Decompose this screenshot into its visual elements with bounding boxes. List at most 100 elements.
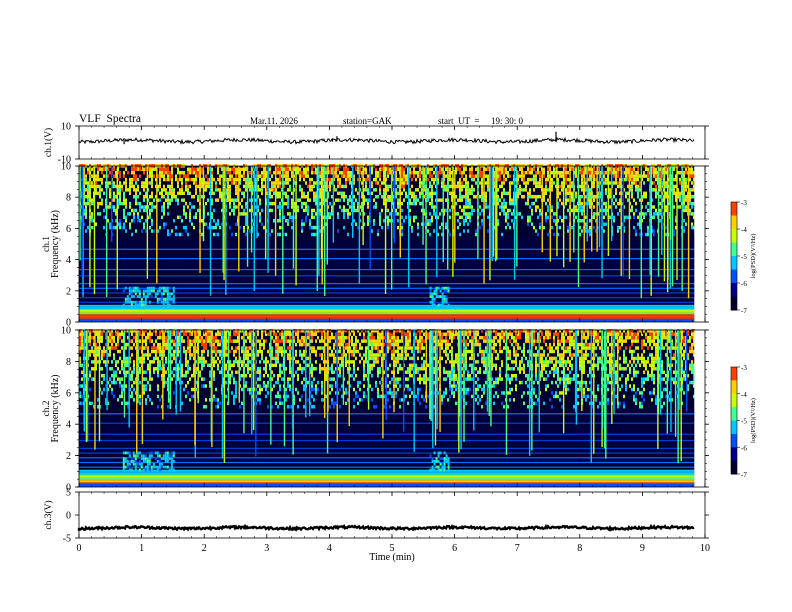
- heatmap-cell: [285, 387, 287, 392]
- heatmap-cell: [135, 181, 137, 185]
- heatmap-cell: [249, 391, 251, 395]
- heatmap-cell: [99, 188, 101, 192]
- heatmap-cell: [627, 191, 629, 196]
- heatmap-cell: [101, 167, 103, 171]
- heatmap-cell: [407, 201, 409, 206]
- heatmap-cell: [679, 181, 681, 185]
- heatmap-cell: [441, 181, 443, 185]
- heatmap-cell: [469, 215, 471, 220]
- heatmap-cell: [151, 195, 153, 199]
- colorbar-tick-label: -4: [741, 226, 747, 234]
- heatmap-cell: [219, 353, 221, 357]
- heatmap-cell: [263, 342, 265, 347]
- heatmap-cell: [487, 177, 489, 182]
- heatmap-cell: [173, 188, 175, 192]
- heatmap-cell: [161, 353, 163, 357]
- heatmap-cell: [581, 195, 583, 199]
- heatmap-cell: [535, 195, 537, 199]
- sferic-streak: [607, 166, 610, 257]
- heatmap-cell: [189, 353, 191, 357]
- heatmap-cell: [467, 205, 469, 209]
- heatmap-cell: [193, 339, 195, 343]
- heatmap-cell: [119, 380, 121, 385]
- sferic-streak: [667, 166, 669, 280]
- heatmap-cell: [631, 195, 633, 199]
- heatmap-cell: [195, 184, 197, 189]
- heatmap-cell: [333, 335, 335, 340]
- heatmap-cell: [415, 177, 417, 182]
- heatmap-cell: [139, 380, 141, 385]
- heatmap-cell: [427, 170, 429, 175]
- heatmap-cell: [255, 188, 257, 192]
- burst-cell: [158, 297, 161, 301]
- heatmap-cell: [323, 198, 325, 202]
- heatmap-tone: [79, 297, 695, 299]
- heatmap-cell: [245, 380, 247, 385]
- heatmap-cell: [461, 184, 463, 189]
- heatmap-cell: [93, 353, 95, 357]
- heatmap-cell: [297, 367, 299, 371]
- heatmap-cell: [115, 212, 117, 216]
- heatmap-cell: [271, 346, 273, 350]
- heatmap-cell: [619, 198, 621, 202]
- heatmap-cell: [149, 225, 151, 230]
- heatmap-cell: [473, 208, 475, 213]
- heatmap-cell: [111, 346, 113, 350]
- heatmap-cell: [235, 349, 237, 354]
- heatmap-cell: [309, 188, 311, 192]
- sferic-streak: [274, 166, 277, 276]
- heatmap-cell: [129, 191, 131, 196]
- heatmap-cell: [537, 232, 539, 237]
- heatmap-cell: [407, 174, 409, 178]
- heatmap-cell: [355, 391, 357, 395]
- heatmap-cell: [149, 360, 151, 364]
- heatmap-cell: [383, 335, 385, 340]
- heatmap-cell: [333, 342, 335, 347]
- heatmap-cell: [347, 208, 349, 213]
- heatmap-cell: [97, 405, 99, 409]
- heatmap-cell: [201, 377, 203, 381]
- heatmap-cell: [659, 188, 661, 192]
- heatmap-cell: [419, 184, 421, 189]
- heatmap-cell: [259, 188, 261, 192]
- heatmap-cell: [155, 353, 157, 357]
- heatmap-cell: [121, 201, 123, 206]
- heatmap-cell: [153, 356, 155, 361]
- heatmap-cell: [335, 391, 337, 395]
- heatmap-cell: [475, 229, 477, 233]
- heatmap-cell: [227, 177, 229, 182]
- sferic-streak: [650, 166, 652, 296]
- heatmap-cell: [137, 177, 139, 182]
- heatmap-cell: [127, 188, 129, 192]
- heatmap-cell: [263, 329, 265, 333]
- heatmap-cell: [403, 174, 405, 178]
- heatmap-cell: [101, 367, 103, 371]
- heatmap-cell: [167, 229, 169, 233]
- heatmap-cell: [463, 219, 465, 223]
- ch1-spectrogram-channel-label: ch.1: [42, 236, 52, 252]
- heatmap-cell: [579, 198, 581, 202]
- heatmap-cell: [157, 370, 159, 374]
- heatmap-cell: [287, 339, 289, 343]
- heatmap-cell: [655, 174, 657, 178]
- heatmap-cell: [319, 170, 321, 175]
- heatmap-cell: [119, 201, 121, 206]
- heatmap-cell: [131, 208, 133, 213]
- heatmap-cell: [521, 170, 523, 175]
- heatmap-cell: [209, 342, 211, 347]
- heatmap-cell: [341, 335, 343, 340]
- heatmap-cell: [257, 232, 259, 237]
- heatmap-cell: [677, 205, 679, 209]
- heatmap-cell: [659, 195, 661, 199]
- heatmap-cell: [371, 356, 373, 361]
- heatmap-cell: [377, 370, 379, 374]
- heatmap-cell: [257, 205, 259, 209]
- heatmap-cell: [519, 167, 521, 171]
- heatmap-cell: [311, 394, 313, 399]
- heatmap-cell: [307, 167, 309, 171]
- heatmap-cell: [395, 170, 397, 175]
- heatmap-cell: [279, 346, 281, 350]
- burst-cell: [162, 286, 165, 290]
- heatmap-cell: [193, 225, 195, 230]
- heatmap-cell: [453, 181, 455, 185]
